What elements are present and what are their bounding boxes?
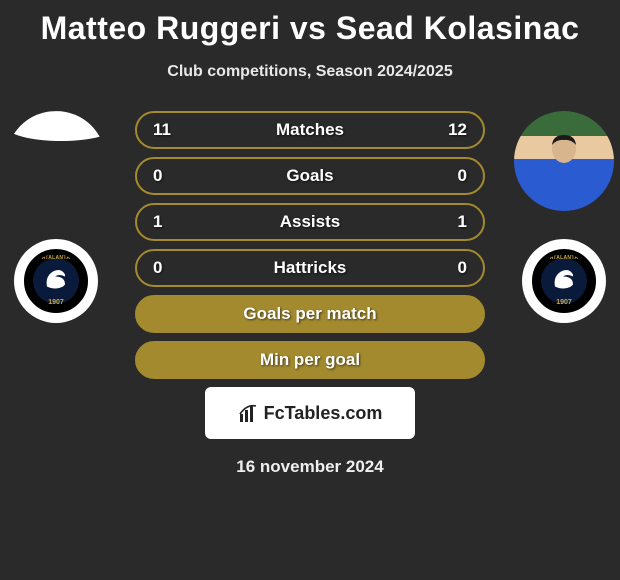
- atalanta-head-icon: [549, 265, 579, 295]
- stat-label: Goals: [193, 166, 427, 186]
- stat-label: Goals per match: [193, 304, 427, 324]
- player-left-club-badge: ATALANTA 1907: [14, 239, 98, 323]
- badge-text-top: ATALANTA: [29, 255, 83, 261]
- stat-label: Min per goal: [193, 350, 427, 370]
- fctables-logo-icon: [238, 402, 260, 424]
- stat-value-left: 0: [153, 166, 193, 186]
- badge-text-top: ATALANTA: [537, 255, 591, 261]
- fctables-label: FcTables.com: [264, 403, 383, 424]
- comparison-title: Matteo Ruggeri vs Sead Kolasinac: [0, 0, 620, 47]
- stat-value-right: 12: [427, 120, 467, 140]
- stat-row: 0Goals0: [135, 157, 485, 195]
- player-right-avatar: [514, 111, 614, 211]
- stat-value-left: 0: [153, 258, 193, 278]
- stat-value-right: 1: [427, 212, 467, 232]
- badge-year: 1907: [29, 299, 83, 306]
- stat-row: 11Matches12: [135, 111, 485, 149]
- stat-value-left: 1: [153, 212, 193, 232]
- stat-value-right: 0: [427, 258, 467, 278]
- stat-row: Min per goal: [135, 341, 485, 379]
- stat-value-right: 0: [427, 166, 467, 186]
- player-left-panel: ATALANTA 1907: [6, 111, 106, 323]
- player-right-panel: ATALANTA 1907: [514, 111, 614, 323]
- stat-label: Matches: [193, 120, 427, 140]
- player-right-club-badge: ATALANTA 1907: [522, 239, 606, 323]
- comparison-main: ATALANTA 1907 ATALANTA: [0, 111, 620, 477]
- comparison-date: 16 november 2024: [0, 457, 620, 477]
- stat-row: Goals per match: [135, 295, 485, 333]
- stat-row: 1Assists1: [135, 203, 485, 241]
- player-left-avatar: [6, 111, 106, 211]
- stat-label: Hattricks: [193, 258, 427, 278]
- atalanta-head-icon: [41, 265, 71, 295]
- stats-table: 11Matches120Goals01Assists10Hattricks0Go…: [135, 111, 485, 379]
- stat-label: Assists: [193, 212, 427, 232]
- comparison-subtitle: Club competitions, Season 2024/2025: [0, 63, 620, 81]
- fctables-watermark: FcTables.com: [205, 387, 415, 439]
- badge-year: 1907: [537, 299, 591, 306]
- stat-row: 0Hattricks0: [135, 249, 485, 287]
- stat-value-left: 11: [153, 120, 193, 140]
